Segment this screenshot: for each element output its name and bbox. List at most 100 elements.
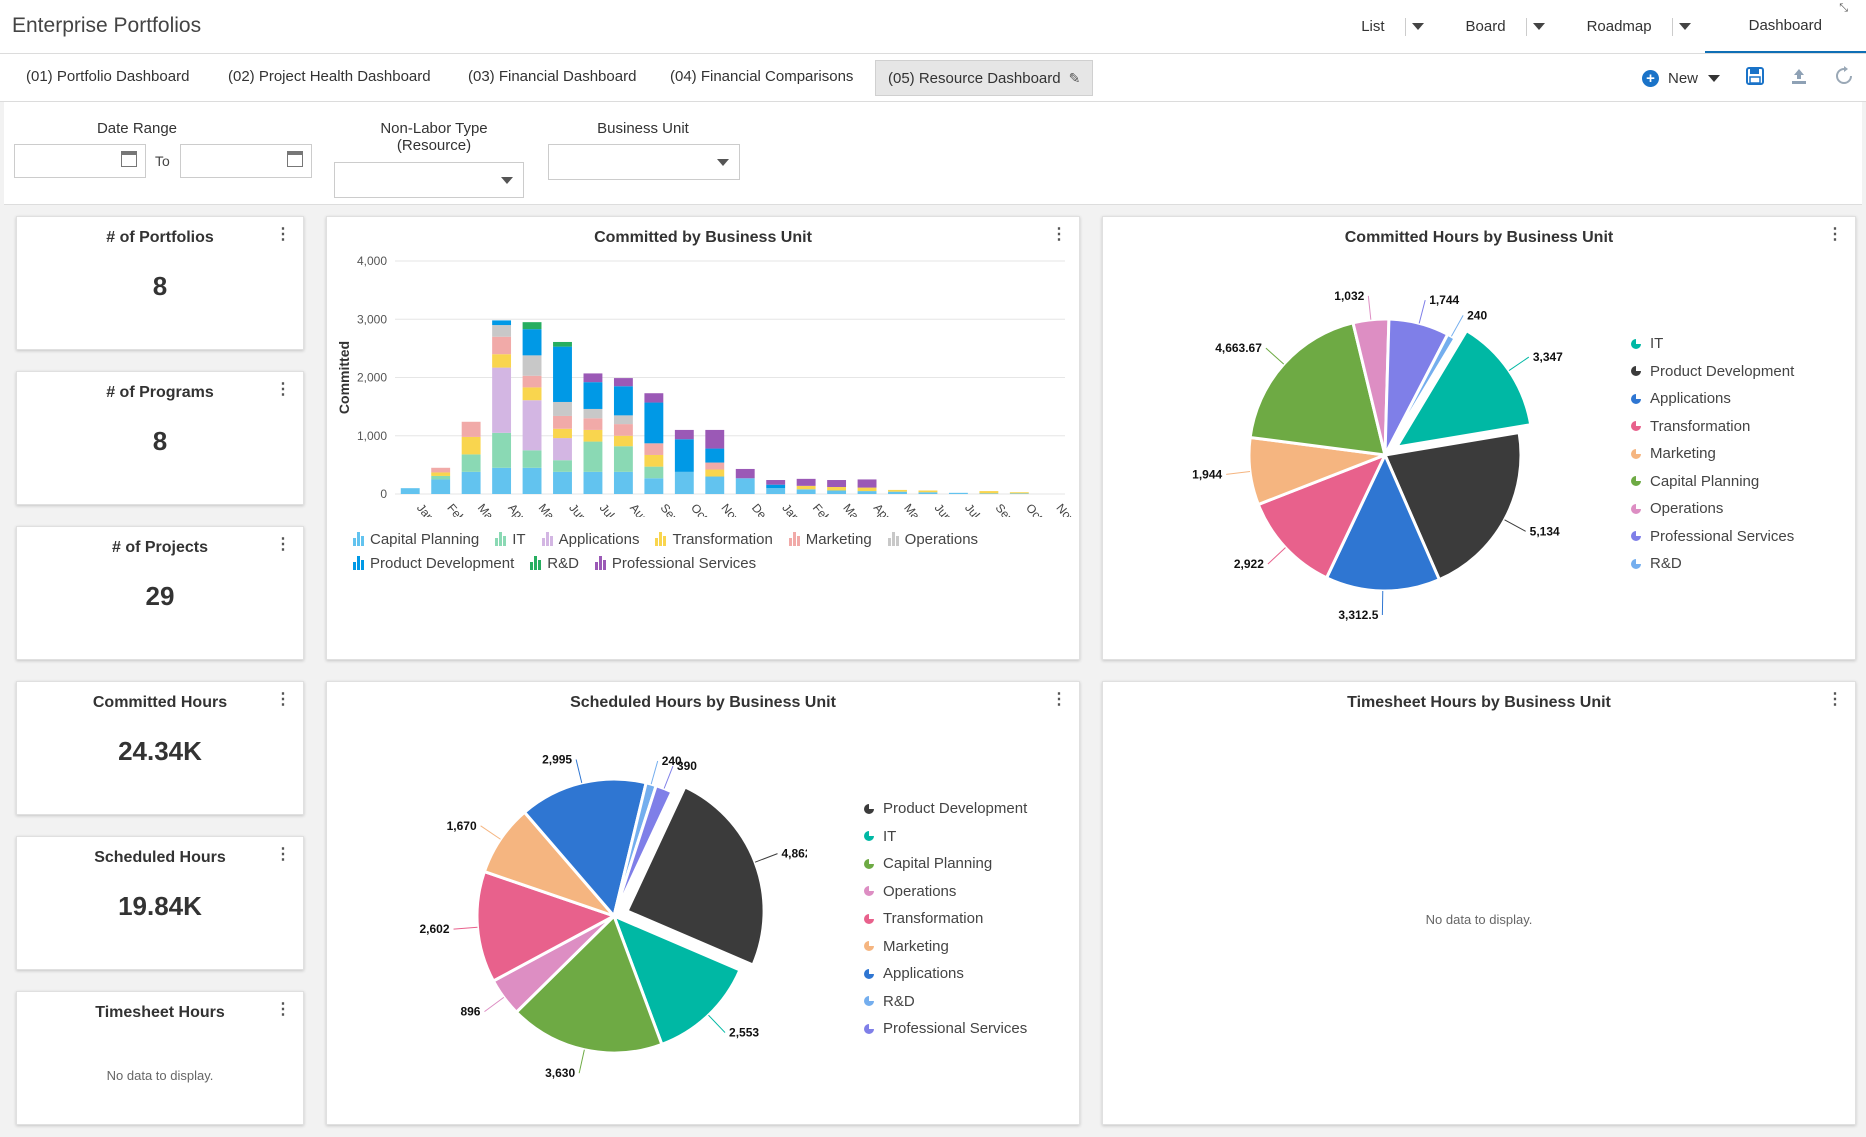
- more-options-icon[interactable]: ⋮: [275, 381, 291, 398]
- legend-item[interactable]: R&D: [1631, 550, 1794, 578]
- legend-item[interactable]: Professional Services: [1631, 523, 1794, 551]
- pie-leader-line: [484, 996, 505, 1013]
- legend-item[interactable]: R&D: [530, 551, 579, 575]
- more-options-icon[interactable]: ⋮: [1827, 691, 1843, 708]
- pie-legend-icon: [864, 1023, 874, 1034]
- legend-item[interactable]: Transformation: [655, 527, 773, 551]
- bar-segment: [613, 386, 633, 416]
- pie-slice: [1393, 328, 1533, 450]
- tab-financial-dashboard[interactable]: (03) Financial Dashboard: [468, 68, 637, 85]
- legend-label: Transformation: [883, 910, 984, 928]
- legend-item[interactable]: Professional Services: [594, 551, 756, 575]
- bar-segment: [492, 354, 512, 368]
- pie-value-label: 4,862: [782, 847, 807, 861]
- tab-project-health-dashboard[interactable]: (02) Project Health Dashboard: [228, 68, 431, 85]
- legend-item[interactable]: Applications: [1631, 385, 1794, 413]
- legend-item[interactable]: Transformation: [1631, 413, 1794, 441]
- legend-item[interactable]: Operations: [1631, 495, 1794, 523]
- legend-item[interactable]: Professional Services: [864, 1015, 1027, 1043]
- view-separator: [1671, 17, 1673, 36]
- tab-portfolio-dashboard[interactable]: (01) Portfolio Dashboard: [26, 68, 190, 85]
- y-axis-label: Committed: [336, 341, 352, 414]
- bar-segment: [583, 373, 603, 383]
- non-labor-type-select[interactable]: [334, 162, 524, 198]
- more-options-icon[interactable]: ⋮: [1051, 691, 1067, 708]
- more-options-icon[interactable]: ⋮: [275, 846, 291, 863]
- legend-item[interactable]: Transformation: [864, 905, 1027, 933]
- tab-resource-dashboard[interactable]: (05) Resource Dashboard ✎: [875, 60, 1094, 96]
- more-options-icon[interactable]: ⋮: [275, 226, 291, 243]
- chevron-down-icon[interactable]: [1678, 23, 1691, 30]
- more-options-icon[interactable]: ⋮: [1827, 226, 1843, 243]
- legend-item[interactable]: Marketing: [864, 933, 1027, 961]
- pie-value-label: 3,630: [545, 1066, 575, 1080]
- legend-item[interactable]: IT: [495, 527, 526, 551]
- legend-label: Product Development: [1650, 362, 1795, 380]
- pie-slice: [514, 913, 664, 1055]
- date-to-input[interactable]: [180, 144, 312, 178]
- legend-item[interactable]: Capital Planning: [1631, 468, 1794, 496]
- legend-item[interactable]: Product Development: [864, 795, 1027, 823]
- legend-label: Applications: [558, 530, 640, 548]
- pie-leader-line: [1226, 470, 1251, 475]
- tab-financial-comparisons[interactable]: (04) Financial Comparisons: [670, 68, 854, 85]
- legend-item[interactable]: Operations: [887, 527, 978, 551]
- pie-value-label: 1,032: [1334, 289, 1364, 303]
- legend-label: Operations: [1650, 500, 1724, 518]
- calendar-icon[interactable]: [287, 151, 303, 167]
- legend-label: Capital Planning: [370, 530, 480, 548]
- new-button[interactable]: + New: [1641, 70, 1720, 87]
- view-roadmap[interactable]: Roadmap: [1559, 0, 1705, 53]
- chevron-down-icon[interactable]: [1411, 23, 1424, 30]
- business-unit-select[interactable]: [548, 144, 740, 180]
- chart-title: Committed Hours by Business Unit: [1344, 229, 1614, 246]
- bar-legend-icon: [594, 556, 606, 570]
- view-board[interactable]: Board: [1438, 0, 1559, 53]
- more-options-icon[interactable]: ⋮: [275, 691, 291, 708]
- filter-bar: Date Range To Non-Labor Type (Resource) …: [4, 102, 1862, 205]
- view-list[interactable]: List: [1333, 0, 1437, 53]
- legend-item[interactable]: IT: [864, 823, 1027, 851]
- chevron-down-icon: [1708, 75, 1720, 82]
- bar-segment: [613, 471, 633, 494]
- legend-item[interactable]: R&D: [864, 988, 1027, 1016]
- more-options-icon[interactable]: ⋮: [275, 1001, 291, 1018]
- bar-segment: [492, 325, 512, 337]
- bar-segment: [644, 454, 664, 467]
- refresh-icon[interactable]: [1834, 66, 1854, 91]
- legend-item[interactable]: Operations: [864, 878, 1027, 906]
- legend-item[interactable]: IT: [1631, 330, 1794, 358]
- legend-item[interactable]: Capital Planning: [864, 850, 1027, 878]
- kpi-title: # of Programs: [106, 384, 214, 401]
- more-options-icon[interactable]: ⋮: [1051, 226, 1067, 243]
- calendar-icon[interactable]: [121, 151, 137, 167]
- save-icon[interactable]: [1746, 67, 1764, 90]
- date-range-label: Date Range: [96, 120, 178, 137]
- collapse-icon[interactable]: ⤡: [1839, 2, 1848, 14]
- pie-legend-icon: [864, 968, 874, 979]
- bar-segment: [613, 446, 633, 472]
- y-tick-label: 3,000: [357, 312, 387, 326]
- bar-legend-icon: [887, 532, 899, 546]
- pie-value-label: 1,744: [1429, 293, 1459, 307]
- bar-segment: [522, 450, 542, 468]
- legend-item[interactable]: Product Development: [353, 551, 514, 575]
- date-from-input[interactable]: [14, 144, 146, 178]
- pie-legend-icon: [1631, 503, 1641, 514]
- pencil-icon[interactable]: ✎: [1068, 70, 1081, 86]
- chevron-down-icon[interactable]: [1532, 23, 1545, 30]
- more-options-icon[interactable]: ⋮: [275, 536, 291, 553]
- upload-icon[interactable]: [1790, 67, 1808, 90]
- bar-segment: [888, 489, 907, 492]
- legend-item[interactable]: Applications: [541, 527, 640, 551]
- pie-legend-icon: [1631, 558, 1641, 569]
- kpi-value: 24.34K: [118, 736, 202, 766]
- legend-item[interactable]: Marketing: [1631, 440, 1794, 468]
- legend-item[interactable]: Marketing: [788, 527, 872, 551]
- legend-item[interactable]: Applications: [864, 960, 1027, 988]
- legend-item[interactable]: Product Development: [1631, 358, 1794, 386]
- chart-title: Committed by Business Unit: [594, 229, 812, 246]
- view-dashboard[interactable]: Dashboard: [1704, 0, 1866, 53]
- legend-item[interactable]: Capital Planning: [353, 527, 479, 551]
